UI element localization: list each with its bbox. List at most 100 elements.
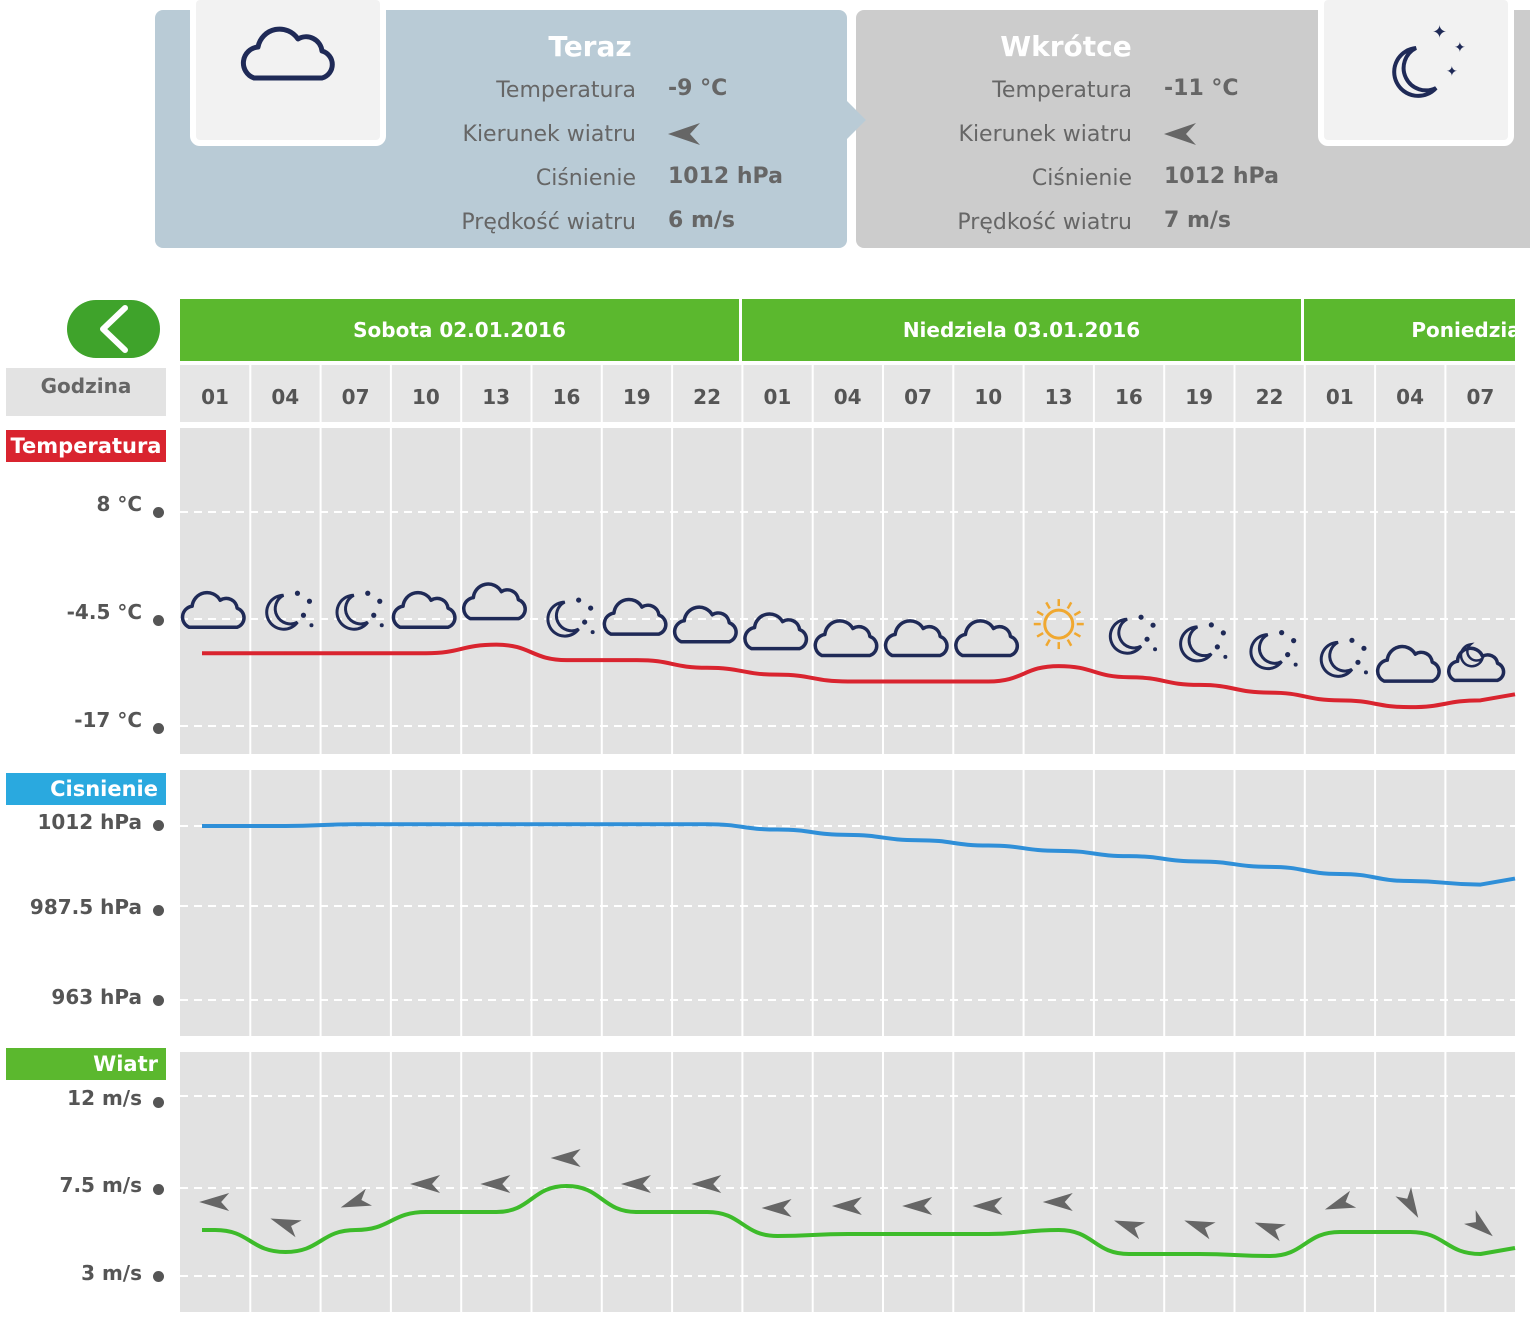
star-shape [1279, 630, 1285, 636]
star-shape [309, 623, 314, 628]
wind-line-point [565, 1184, 569, 1188]
svg-text:✦: ✦ [1432, 22, 1447, 43]
moon-stars-icon [265, 590, 314, 631]
day-header-saturday[interactable]: Sobota 02.01.2016 [180, 299, 739, 361]
hour-label-13: 16 [1114, 385, 1143, 409]
moon-shape [1179, 625, 1213, 663]
wind-arrow-shape [1324, 1190, 1357, 1210]
wind-arrow-shape [199, 1193, 230, 1211]
wind-line-point [1127, 1252, 1131, 1256]
wind-line-point [1479, 1252, 1483, 1256]
day-header-monday[interactable]: Poniedziałek [1304, 299, 1515, 361]
wind-line [202, 1184, 1516, 1258]
temperature-line-point [494, 643, 498, 647]
cloud-icon [883, 619, 949, 658]
moon-stars-icon [546, 597, 595, 638]
star-shape [1150, 622, 1156, 628]
hour-label-1: 04 [271, 385, 300, 409]
temperature-line-point [565, 658, 569, 662]
cloud-icon [240, 26, 335, 81]
wind-line-point [846, 1232, 850, 1236]
now-pressure-value: 1012 hPa [668, 164, 783, 189]
star-shape [1223, 654, 1228, 659]
moon-stars-icon [1249, 630, 1298, 671]
moon-stars-icon [1108, 614, 1158, 655]
star-shape [1293, 662, 1298, 667]
soon-wind-speed-value: 7 m/s [1164, 208, 1232, 233]
day-header-sunday[interactable]: Niedziela 03.01.2016 [742, 299, 1301, 361]
wind-arrow-shape [1114, 1220, 1146, 1240]
wind-arrow-icon [270, 1218, 302, 1238]
temperature-line-point [1197, 683, 1201, 687]
pressure-line-point [1338, 872, 1342, 876]
sun-icon [1033, 599, 1084, 650]
soon-pressure-value: 1012 hPa [1164, 164, 1279, 189]
wind-arrow-shape [972, 1197, 1003, 1215]
star-shape [365, 590, 371, 596]
wind-arrow-icon [1114, 1220, 1146, 1240]
pressure-line-point [1127, 854, 1131, 858]
star-shape [300, 612, 307, 618]
pressure-line-point [986, 844, 990, 848]
wind-line-point [705, 1210, 709, 1214]
pressure-line-point [1479, 883, 1483, 887]
star-shape [1220, 630, 1226, 636]
wind-line-point [1197, 1252, 1201, 1256]
pressure-tick-dot [153, 995, 164, 1006]
svg-text:✦: ✦ [1446, 64, 1458, 80]
now-wind-speed-label: Prędkość wiatru [461, 210, 636, 235]
wind-arrow-shape [1395, 1187, 1419, 1218]
pressure-line-point [846, 833, 850, 837]
wind-arrow-shape [1042, 1193, 1073, 1211]
temp-tick-dot [153, 615, 164, 626]
wind-arrow-shape [410, 1175, 441, 1193]
star-shape [294, 590, 301, 596]
sun-core [1043, 608, 1075, 640]
star-shape [1355, 659, 1361, 665]
sun-ray [1036, 631, 1044, 638]
wind-tick-dot [153, 1271, 164, 1282]
wind-arrow-icon [480, 1175, 511, 1193]
hour-label-18: 07 [1466, 385, 1495, 409]
hour-label-17: 04 [1396, 385, 1425, 409]
cloud-icon [743, 612, 809, 651]
now-pressure-label: Ciśnienie [535, 166, 636, 191]
star-shape [1138, 614, 1144, 620]
star-shape [1285, 652, 1291, 658]
soon-wind-speed-label: Prędkość wiatru [957, 210, 1132, 235]
pressure-line-point [1057, 849, 1061, 853]
temperature-line-point [1268, 691, 1272, 695]
sun-ray [1045, 639, 1051, 647]
star-shape [1363, 670, 1368, 675]
sun-ray [1066, 639, 1073, 647]
moon-stars-icon [1179, 622, 1228, 663]
wind-line-point [1268, 1254, 1272, 1258]
cloud-icon [602, 597, 668, 636]
wind-arrow-icon [410, 1175, 441, 1193]
star-shape [306, 598, 313, 604]
cloud-icon [1375, 644, 1441, 683]
wind-arrow-icon [550, 1149, 581, 1167]
sun-ray [1073, 631, 1082, 638]
cloud-shape [602, 597, 668, 636]
soon-temperature-value: -11 °C [1164, 76, 1239, 101]
pressure-line-point [1268, 865, 1272, 869]
temperature-line-point [213, 651, 217, 655]
temperature-line-point [1479, 698, 1483, 702]
previous-day-button[interactable] [67, 300, 160, 358]
cloud-shape [1447, 646, 1506, 683]
hour-label-0: 01 [201, 385, 229, 409]
wind-tick-dot [153, 1184, 164, 1195]
temperature-line-point [916, 679, 920, 683]
hour-label-10: 07 [904, 385, 932, 409]
moon-stars-icon [1319, 637, 1368, 678]
star-shape [1291, 638, 1297, 644]
pressure-panel [180, 770, 1515, 1036]
soon-title: Wkrótce [1000, 30, 1132, 63]
temperature-line-point [1127, 675, 1131, 679]
now-temperature-label: Temperatura [496, 78, 636, 103]
wind-arrow-shape [340, 1188, 372, 1208]
hour-label-3: 10 [411, 385, 440, 409]
day-header-monday-label: Poniedziałek [1411, 318, 1515, 342]
